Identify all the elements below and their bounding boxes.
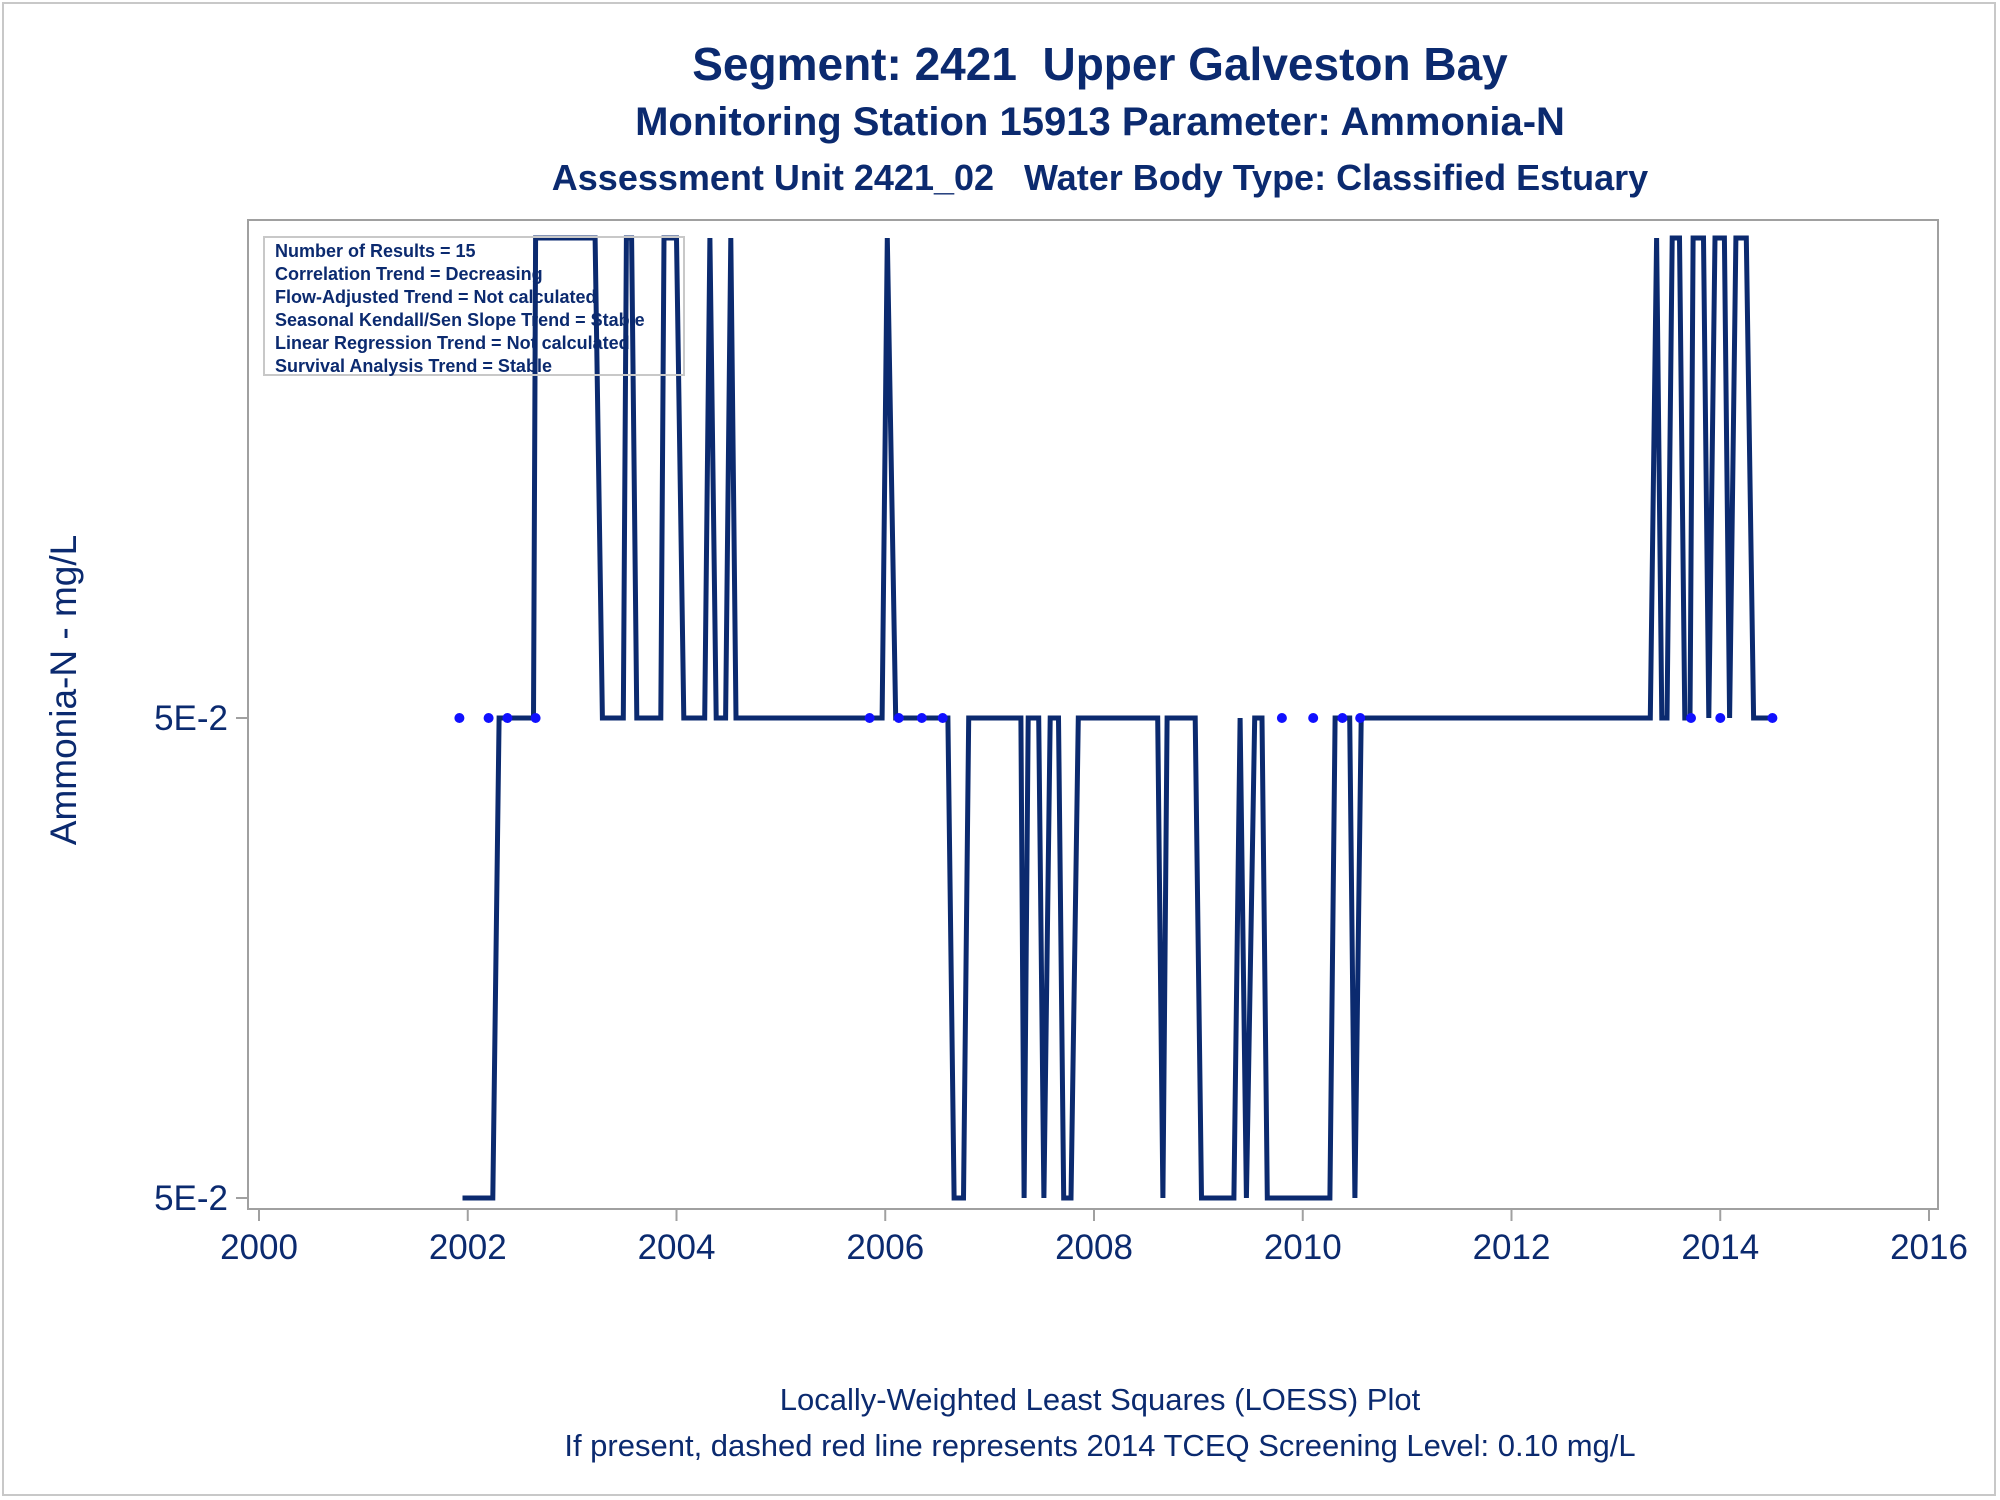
footnote-screening-level: If present, dashed red line represents 2…: [564, 1428, 1636, 1463]
x-tick-label: 2014: [1681, 1228, 1759, 1267]
x-tick-label: 2004: [638, 1228, 716, 1267]
data-point: [1337, 713, 1348, 723]
data-point: [937, 713, 948, 723]
stats-correlation-trend: Correlation Trend = Decreasing: [275, 264, 543, 284]
y-axis-label: Ammonia-N - mg/L: [43, 534, 84, 846]
data-point: [1767, 713, 1778, 723]
stats-linear-regression-trend: Linear Regression Trend = Not calculated: [275, 333, 630, 353]
x-tick-label: 2010: [1264, 1228, 1342, 1267]
chart-title: Segment: 2421 Upper Galveston Bay: [692, 38, 1508, 90]
stats-number-of-results: Number of Results = 15: [275, 241, 476, 261]
data-point: [454, 713, 465, 723]
x-tick-label: 2006: [846, 1228, 924, 1267]
data-point: [864, 713, 875, 723]
chart-subtitle: Monitoring Station 15913 Parameter: Ammo…: [635, 100, 1565, 144]
data-point: [916, 713, 927, 723]
data-point: [1715, 713, 1726, 723]
chart-subtitle-2: Assessment Unit 2421_02 Water Body Type:…: [551, 157, 1649, 198]
data-point: [1355, 713, 1366, 723]
x-tick-label: 2012: [1473, 1228, 1551, 1267]
stats-seasonal-kendall-trend: Seasonal Kendall/Sen Slope Trend = Stabl…: [275, 310, 645, 330]
y-tick-label: 5E-2: [154, 699, 228, 738]
data-point: [502, 713, 513, 723]
x-tick-label: 2008: [1055, 1228, 1133, 1267]
data-point: [483, 713, 494, 723]
stats-survival-analysis-trend: Survival Analysis Trend = Stable: [275, 356, 552, 376]
data-point: [1686, 713, 1696, 723]
loess-line-group: [462, 235, 1775, 1201]
data-points-group: [454, 713, 1778, 723]
x-tick-label: 2000: [220, 1228, 298, 1267]
trend-stats-box: Number of Results = 15 Correlation Trend…: [263, 236, 685, 376]
data-point: [893, 713, 904, 723]
axes: 2000 2002 2004 2006 2008 2010 2012 2014 2016 5E-2…: [154, 699, 1968, 1267]
data-point: [530, 713, 541, 723]
x-tick-label: 2016: [1890, 1228, 1968, 1267]
data-point: [1276, 713, 1287, 723]
x-tick-label: 2002: [429, 1228, 507, 1267]
stats-flow-adjusted-trend: Flow-Adjusted Trend = Not calculated: [275, 287, 597, 307]
y-tick-label: 5E-2: [154, 1179, 228, 1218]
loess-line: [462, 235, 1775, 1201]
footnote-plot-type: Locally-Weighted Least Squares (LOESS) P…: [779, 1382, 1421, 1417]
data-point: [1308, 713, 1319, 723]
